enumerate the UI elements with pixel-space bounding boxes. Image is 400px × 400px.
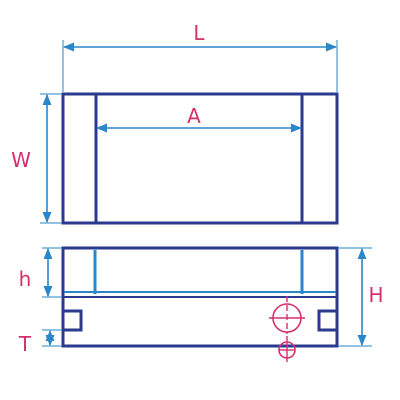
top-view-outline [61, 92, 339, 225]
dimension-inner-height: h [19, 247, 62, 298]
dimension-label-height: H [368, 283, 383, 307]
dimension-label-thickness: T [18, 332, 32, 356]
right-slot [317, 309, 336, 332]
dimension-label-length: L [193, 21, 205, 45]
dimension-label-inner-width: A [187, 104, 201, 128]
dimension-length: L [62, 21, 338, 92]
crosshair-circle-icon-lower [278, 336, 296, 362]
dimension-inner-width: A [95, 104, 303, 133]
dimension-width: W [11, 93, 62, 224]
dimension-label-inner-height: h [19, 267, 32, 291]
side-view-outline [61, 246, 339, 348]
dimension-thickness: T [18, 329, 62, 356]
crosshair-circle-icon [269, 296, 305, 334]
top-view [61, 92, 339, 225]
left-slot [64, 309, 83, 332]
dimension-height: H [338, 247, 384, 347]
side-view [61, 246, 339, 348]
dimension-label-width: W [11, 148, 31, 172]
